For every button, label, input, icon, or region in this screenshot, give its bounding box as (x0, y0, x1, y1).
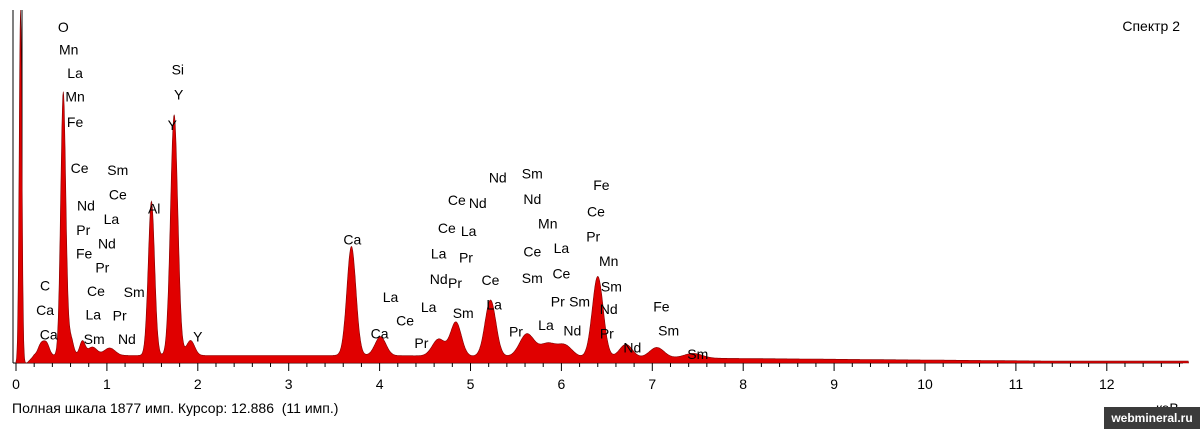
peak-label: Ce (523, 244, 541, 260)
peak-label: Pr (448, 275, 462, 291)
full-scale-unit: имп. (145, 400, 174, 416)
peak-label: Ce (482, 272, 500, 288)
peak-label: Pr (414, 335, 428, 351)
peak-label: Nd (430, 271, 448, 287)
peak-label: Nd (563, 323, 581, 339)
cursor-counts: (11 имп.) (281, 400, 339, 416)
peak-label: Nd (489, 169, 507, 185)
peak-label: Ca (371, 326, 389, 342)
spectrum-name: Спектр 2 (1122, 18, 1180, 34)
peak-label: Nd (469, 195, 487, 211)
peak-label: Pr (459, 249, 473, 265)
peak-label: Pr (95, 260, 109, 276)
peak-label: La (554, 240, 570, 256)
full-scale-label: Полная шкала (12, 400, 107, 416)
peak-label: La (421, 299, 437, 315)
peak-label: Sm (84, 331, 105, 347)
peak-label: Ce (587, 203, 605, 219)
peak-label: Al (148, 200, 160, 216)
peak-label: Pr (76, 222, 90, 238)
peak-label: Ca (343, 232, 361, 248)
peak-label: Y (168, 117, 178, 133)
spectrum-chart: 0 1 2 3 4 5 6 7 8 9 10 11 12 OMnLaMnFeCeNdPrFeCeLaSm… (12, 9, 1189, 392)
peak-label: La (461, 223, 477, 239)
x-tick-label: 2 (194, 376, 202, 392)
status-bar: Полная шкала 1877 имп. Курсор: 12.886 (1… (12, 400, 338, 416)
x-tick-label: 5 (467, 376, 475, 392)
peak-label: La (85, 307, 101, 323)
peak-label: Pr (509, 324, 523, 340)
peak-label: Mn (599, 253, 618, 269)
peak-label: Ce (87, 283, 105, 299)
peak-label: Mn (65, 89, 84, 105)
peak-label: Mn (59, 42, 78, 58)
peak-label: O (58, 19, 69, 35)
full-scale-counts: 1877 (110, 400, 142, 416)
peak-label: Sm (522, 166, 543, 182)
peak-label: Ce (71, 160, 89, 176)
cursor-value: 12.886 (231, 400, 274, 416)
peak-label: Fe (76, 246, 93, 262)
peak-label: Sm (107, 162, 128, 178)
peak-label: Nd (623, 340, 641, 356)
peak-label: Nd (523, 191, 541, 207)
cursor-label: Курсор: (177, 400, 228, 416)
peak-label: La (486, 296, 502, 312)
peak-label: Y (193, 328, 203, 344)
peak-label: Sm (601, 279, 622, 295)
peak-label: Ce (438, 220, 456, 236)
peak-label: Ca (36, 302, 54, 318)
peak-label: La (104, 211, 120, 227)
x-tick-label: 1 (103, 376, 111, 392)
peak-label: Ce (109, 186, 127, 202)
peak-label: Nd (77, 198, 95, 214)
peak-label: Sm (569, 294, 590, 310)
peak-label: Nd (98, 235, 116, 251)
peak-label: La (67, 65, 83, 81)
peak-label: La (431, 246, 447, 262)
peak-label: Nd (600, 301, 618, 317)
peak-label: Ce (396, 312, 414, 328)
x-tick-label: 9 (830, 376, 838, 392)
peak-label: Pr (551, 294, 565, 310)
x-tick-label: 11 (1009, 376, 1024, 392)
peak-label: Fe (67, 114, 84, 130)
spectrum-area (15, 9, 1189, 364)
x-tick-label: 7 (648, 376, 656, 392)
peak-label: Ce (552, 265, 570, 281)
peak-label: Sm (522, 270, 543, 286)
peak-label: Ca (40, 326, 58, 342)
peak-label: C (40, 278, 50, 294)
watermark: webmineral.ru (1104, 407, 1200, 429)
x-tick-label: 12 (1099, 376, 1115, 392)
peak-label: La (538, 317, 554, 333)
x-tick-label: 4 (376, 376, 384, 392)
peak-label: Sm (687, 346, 708, 362)
x-tick-label: 3 (285, 376, 293, 392)
peak-label: Si (172, 61, 184, 77)
peak-label: Pr (113, 308, 127, 324)
peak-label: Ce (448, 192, 466, 208)
peak-label: Nd (118, 331, 136, 347)
peak-label: Pr (600, 326, 614, 342)
peak-label: Mn (538, 216, 557, 232)
x-tick-label: 10 (917, 376, 933, 392)
peak-label: Sm (453, 305, 474, 321)
x-axis-ticks: 0 1 2 3 4 5 6 7 8 9 10 11 12 (12, 363, 1181, 392)
peak-label: Fe (593, 177, 610, 193)
peak-label: Sm (124, 284, 145, 300)
x-tick-label: 0 (12, 376, 20, 392)
peak-label: Sm (658, 323, 679, 339)
x-tick-label: 6 (558, 376, 566, 392)
peak-label: Fe (653, 298, 670, 314)
peak-label: Pr (586, 229, 600, 245)
x-tick-label: 8 (739, 376, 747, 392)
peak-label: Y (174, 87, 184, 103)
peak-label: La (383, 289, 399, 305)
peak-labels: OMnLaMnFeCeNdPrFeCeLaSmSmCeLaNdPrSmPrNdC… (36, 19, 708, 362)
